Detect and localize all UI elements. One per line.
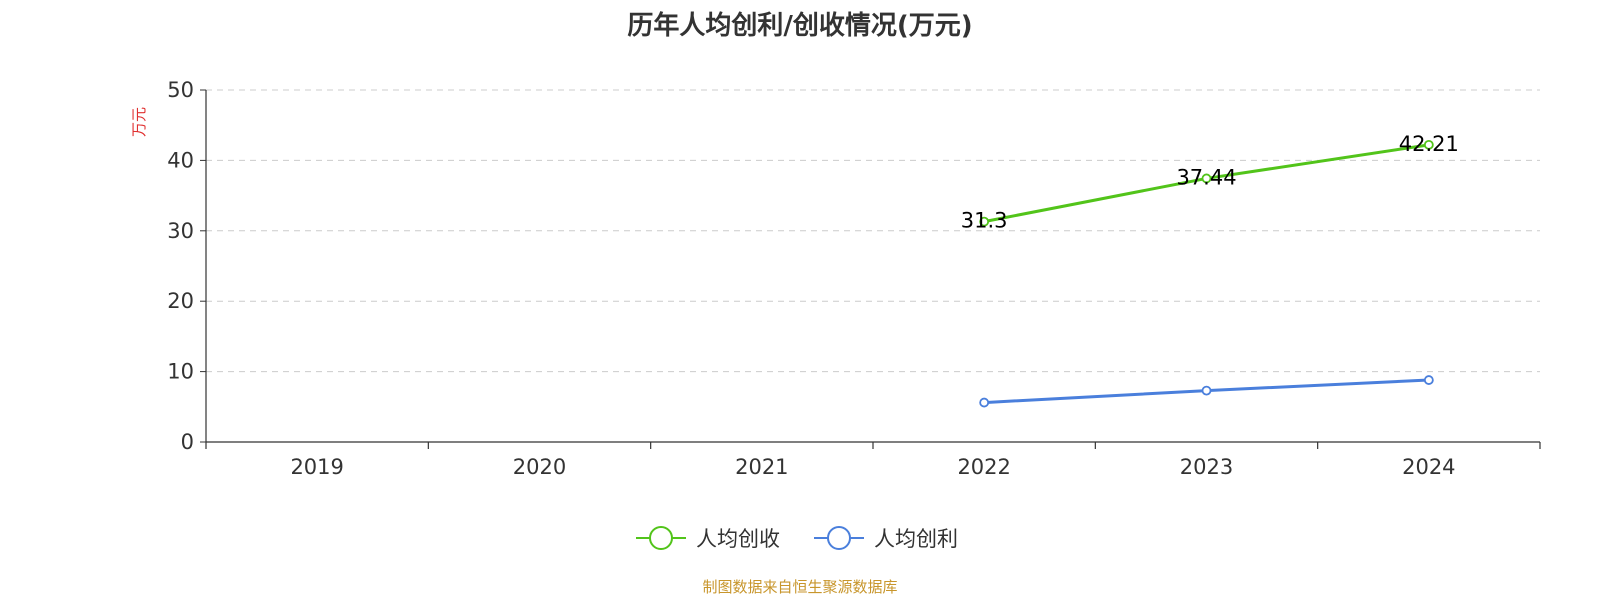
x-tick-label-2023: 2023 bbox=[1180, 455, 1233, 479]
y-tick-label-4: 40 bbox=[167, 148, 194, 172]
legend[interactable]: 人均创收 人均创利 bbox=[636, 526, 958, 551]
y-tick-label-1: 10 bbox=[167, 360, 194, 384]
legend-marker-1 bbox=[827, 526, 851, 550]
legend-item-0[interactable]: 人均创收 bbox=[636, 526, 780, 551]
x-tick-label-2020: 2020 bbox=[513, 455, 566, 479]
y-tick-label-3: 30 bbox=[167, 219, 194, 243]
legend-marker-0 bbox=[649, 526, 673, 550]
x-tick-label-2021: 2021 bbox=[735, 455, 788, 479]
legend-label-0: 人均创收 bbox=[696, 527, 780, 551]
y-axis-unit-label: 万元 bbox=[130, 107, 148, 137]
series-0-point-2024[interactable] bbox=[1423, 139, 1434, 150]
legend-label-1: 人均创利 bbox=[874, 527, 958, 551]
gridlines bbox=[206, 89, 1540, 373]
series-1-point-2023[interactable] bbox=[1201, 385, 1212, 396]
series-1-point-2022[interactable] bbox=[979, 397, 990, 408]
series-layer bbox=[979, 139, 1434, 408]
data-source-note: 制图数据来自恒生聚源数据库 bbox=[702, 578, 897, 596]
data-labels: 31.3 37.44 42.21 bbox=[961, 132, 1459, 233]
data-label-0-2023: 37.44 bbox=[1176, 165, 1236, 189]
axes: 0 10 20 30 40 50 2019 2020 2021 2022 2023 2024 bbox=[167, 78, 1541, 479]
data-label-0-2024: 42.21 bbox=[1399, 132, 1459, 156]
x-tick-label-2024: 2024 bbox=[1402, 455, 1455, 479]
chart-title: 历年人均创利/创收情况(万元) bbox=[627, 10, 972, 41]
y-tick-label-2: 20 bbox=[167, 289, 194, 313]
x-tick-label-2022: 2022 bbox=[957, 455, 1010, 479]
y-tick-label-5: 50 bbox=[167, 78, 194, 102]
legend-item-1[interactable]: 人均创利 bbox=[814, 526, 958, 551]
x-tick-label-2019: 2019 bbox=[290, 455, 343, 479]
series-0-point-2022[interactable] bbox=[979, 216, 990, 227]
data-label-0-2022: 31.3 bbox=[961, 209, 1008, 233]
y-tick-label-0: 0 bbox=[181, 430, 194, 454]
series-0-point-2023[interactable] bbox=[1201, 173, 1212, 184]
series-1-point-2024[interactable] bbox=[1423, 375, 1434, 385]
